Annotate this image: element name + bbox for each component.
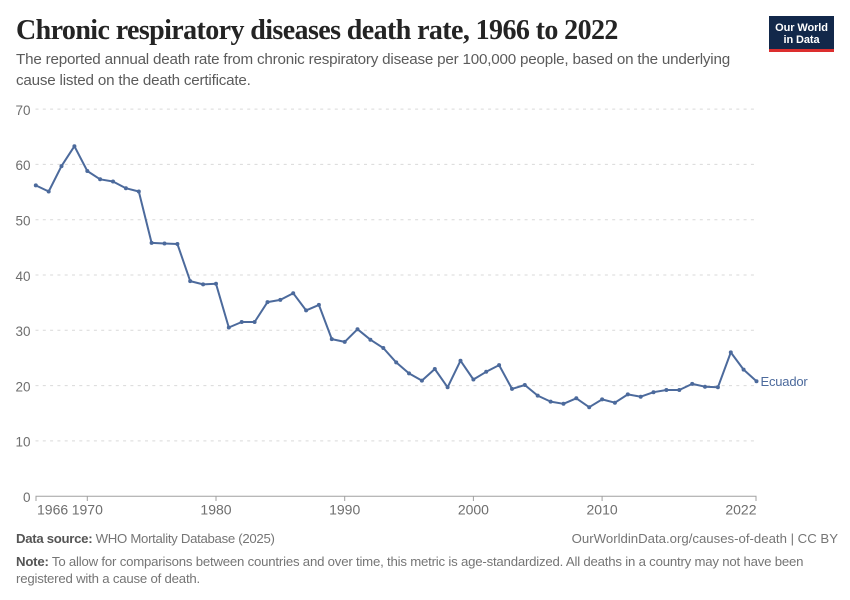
svg-text:2000: 2000 [458, 501, 489, 517]
svg-text:1990: 1990 [329, 501, 360, 517]
svg-text:2022: 2022 [725, 501, 756, 517]
svg-text:1980: 1980 [200, 501, 231, 517]
svg-text:30: 30 [15, 324, 30, 339]
svg-text:70: 70 [15, 103, 30, 118]
svg-text:20: 20 [15, 379, 30, 394]
svg-text:1966: 1966 [37, 501, 68, 517]
svg-text:0: 0 [23, 490, 31, 505]
svg-text:2010: 2010 [587, 501, 618, 517]
svg-text:10: 10 [15, 435, 30, 450]
svg-text:Ecuador: Ecuador [761, 374, 809, 389]
svg-text:50: 50 [15, 214, 30, 229]
svg-text:1970: 1970 [72, 501, 103, 517]
svg-text:40: 40 [15, 269, 30, 284]
svg-text:60: 60 [15, 158, 30, 173]
